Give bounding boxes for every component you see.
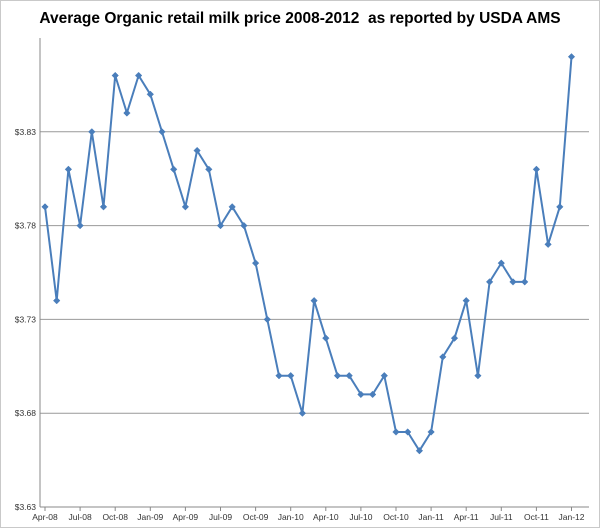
data-point [123, 109, 131, 117]
x-tick-label: Jul-10 [349, 512, 372, 522]
data-point [532, 165, 541, 173]
data-point [287, 372, 295, 380]
data-point [497, 259, 505, 267]
data-point [251, 259, 260, 267]
data-point [146, 90, 154, 98]
x-tick-label: Jan-10 [278, 512, 304, 522]
data-point [474, 372, 482, 380]
data-point [41, 203, 49, 211]
data-point [64, 165, 73, 173]
data-point [462, 296, 470, 305]
x-tick-label: Jan-11 [418, 512, 444, 522]
data-point [509, 278, 517, 286]
data-point [439, 353, 447, 361]
data-point [368, 390, 377, 399]
data-point [170, 165, 178, 173]
x-tick-label: Apr-08 [32, 512, 58, 522]
data-point [298, 409, 307, 417]
data-point [275, 372, 283, 380]
data-point [544, 240, 552, 249]
data-point [193, 146, 201, 155]
x-tick-label: Jul-11 [490, 512, 513, 522]
data-point [345, 372, 353, 380]
data-point [228, 203, 236, 211]
data-point [216, 221, 225, 230]
data-point [567, 53, 576, 61]
data-point [134, 71, 143, 80]
data-point [88, 128, 96, 136]
data-point [99, 203, 108, 211]
x-tick-label: Jan-09 [137, 512, 163, 522]
data-point [521, 278, 529, 286]
data-point [333, 372, 342, 380]
data-point [485, 278, 494, 286]
x-tick-label: Oct-09 [243, 512, 269, 522]
x-tick-label: Oct-08 [102, 512, 128, 522]
data-point [357, 390, 365, 399]
x-tick-label: Apr-10 [313, 512, 339, 522]
data-point [380, 372, 388, 380]
data-point [450, 334, 459, 342]
data-point [76, 221, 84, 230]
x-tick-label: Jan-12 [559, 512, 585, 522]
data-point [415, 447, 424, 455]
data-point [240, 221, 248, 230]
series-line [44, 56, 573, 452]
y-tick-label: $3.63 [15, 502, 37, 512]
x-tick-label: Oct-11 [524, 512, 549, 522]
data-point [181, 203, 190, 211]
x-tick-label: Apr-11 [454, 512, 479, 522]
chart-title: Average Organic retail milk price 2008-2… [39, 10, 561, 27]
data-point [111, 71, 119, 80]
data-point [263, 315, 271, 324]
x-tick-label: Oct-10 [383, 512, 409, 522]
y-tick-label: $3.83 [15, 127, 37, 137]
x-tick-label: Apr-09 [173, 512, 199, 522]
x-tick-label: Jul-09 [209, 512, 232, 522]
data-point [404, 428, 412, 436]
data-point [427, 428, 435, 436]
data-point [205, 165, 213, 173]
data-point [556, 203, 564, 211]
y-tick-label: $3.68 [15, 408, 37, 418]
x-tick-label: Jul-08 [69, 512, 92, 522]
y-tick-label: $3.78 [15, 221, 37, 231]
data-point [392, 428, 400, 436]
data-point [322, 334, 330, 342]
data-point [158, 128, 166, 136]
data-point [310, 296, 318, 305]
data-point [53, 296, 61, 305]
y-tick-label: $3.73 [15, 314, 37, 324]
